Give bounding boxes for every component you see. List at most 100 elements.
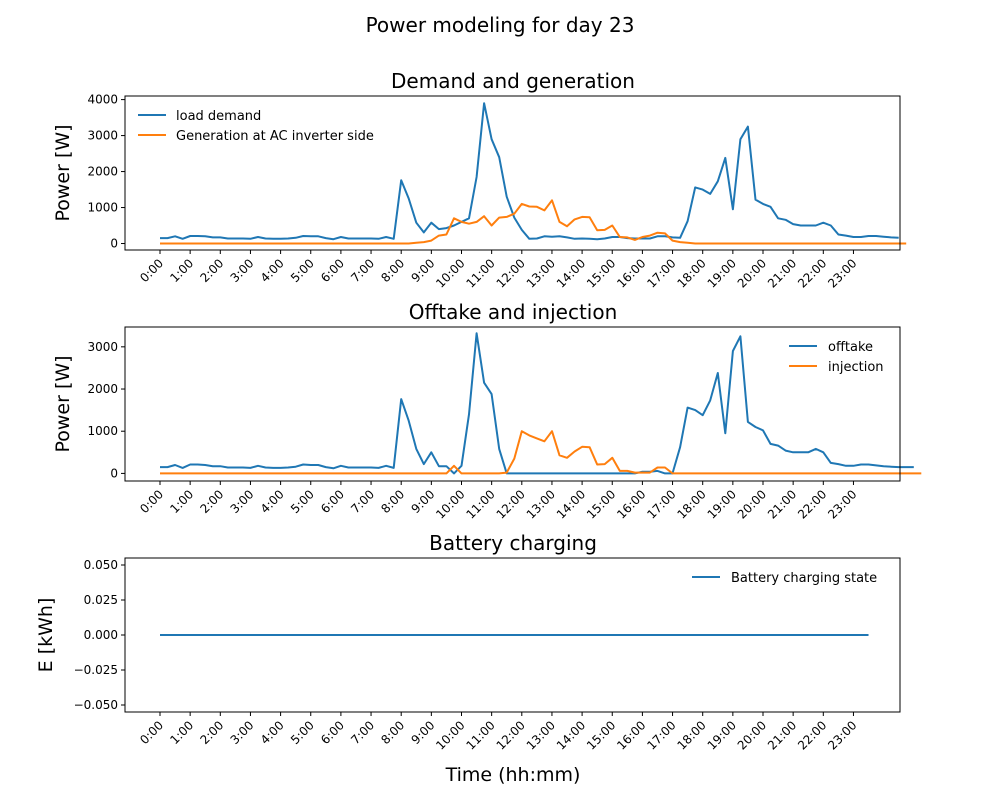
y-tick-label: 0 — [110, 466, 118, 480]
x-tick-label: 1:00 — [167, 718, 196, 747]
y-tick-label: 3000 — [87, 340, 118, 354]
x-tick-label: 19:00 — [705, 256, 739, 290]
x-tick-label: 5:00 — [288, 256, 317, 285]
legend-label-injection: injection — [828, 360, 884, 375]
y-tick-label: 2000 — [87, 165, 118, 179]
x-tick-label: 21:00 — [765, 718, 799, 752]
x-ticks-demand-generation: 0:00 1:00 2:00 3:00 4:00 5:00 6:00 7:00 8:00 9:00… — [137, 250, 860, 291]
x-tick-label: 2:00 — [197, 256, 226, 285]
subplot-title-demand-generation: Demand and generation — [391, 69, 635, 93]
x-tick-label: 17:00 — [644, 487, 678, 521]
x-tick-label: 13:00 — [524, 487, 558, 521]
y-tick-label: 0 — [110, 237, 118, 251]
x-tick-label: 6:00 — [318, 718, 347, 747]
x-tick-label: 17:00 — [644, 718, 678, 752]
subplot-offtake-injection: Offtake and injection Power [W] 0:00 1:00… — [52, 300, 922, 522]
x-tick-label: 15:00 — [584, 718, 618, 752]
y-tick-label: −0.050 — [74, 698, 118, 712]
legend-offtake-injection: offtake injection — [789, 340, 884, 375]
series-lines-offtake-injection — [160, 332, 922, 475]
x-tick-label: 8:00 — [378, 718, 407, 747]
x-tick-label: 12:00 — [494, 487, 528, 521]
x-tick-label: 11:00 — [463, 718, 497, 752]
x-tick-label: 13:00 — [524, 718, 558, 752]
y-axis-label-battery-charging: E [kWh] — [35, 598, 57, 673]
x-tick-label: 3:00 — [228, 256, 257, 285]
legend-battery-charging: Battery charging state — [692, 571, 877, 586]
series-line-load-demand — [160, 102, 899, 241]
plot-area-offtake-injection — [125, 327, 900, 481]
x-axis-label: Time (hh:mm) — [445, 764, 581, 786]
x-tick-label: 6:00 — [318, 487, 347, 516]
y-tick-label: 0.000 — [84, 628, 118, 642]
x-tick-label: 2:00 — [197, 487, 226, 516]
x-tick-label: 23:00 — [825, 718, 859, 752]
x-ticks-offtake-injection: 0:00 1:00 2:00 3:00 4:00 5:00 6:00 7:00 8:00 9:00… — [137, 481, 860, 522]
x-tick-label: 15:00 — [584, 256, 618, 290]
x-tick-label: 0:00 — [137, 256, 166, 285]
plot-area-demand-generation — [125, 96, 900, 250]
y-ticks-demand-generation: 0 1000 2000 3000 4000 — [87, 93, 125, 251]
x-tick-label: 16:00 — [614, 256, 648, 290]
x-tick-label: 14:00 — [554, 487, 588, 521]
x-tick-label: 7:00 — [348, 718, 377, 747]
series-line-offtake — [160, 332, 914, 475]
x-tick-label: 4:00 — [258, 256, 287, 285]
x-tick-label: 11:00 — [463, 487, 497, 521]
x-tick-label: 21:00 — [765, 256, 799, 290]
x-tick-label: 2:00 — [197, 718, 226, 747]
subplot-battery-charging: Battery charging E [kWh] 0:00 1:00 2:00 3:0… — [35, 531, 901, 786]
x-tick-label: 10:00 — [433, 718, 467, 752]
x-tick-label: 21:00 — [765, 487, 799, 521]
series-lines-demand-generation — [160, 102, 907, 245]
x-tick-label: 13:00 — [524, 256, 558, 290]
y-axis-label-demand-generation: Power [W] — [52, 124, 74, 221]
x-tick-label: 10:00 — [433, 487, 467, 521]
x-tick-label: 20:00 — [735, 718, 769, 752]
plot-frame-demand-generation — [124, 95, 901, 251]
x-tick-label: 18:00 — [674, 256, 708, 290]
x-tick-label: 23:00 — [825, 487, 859, 521]
x-tick-label: 17:00 — [644, 256, 678, 290]
x-tick-label: 6:00 — [318, 256, 347, 285]
legend-label-battery-state: Battery charging state — [731, 571, 877, 586]
x-tick-label: 20:00 — [735, 487, 769, 521]
x-tick-label: 12:00 — [494, 256, 528, 290]
x-tick-label: 18:00 — [674, 718, 708, 752]
y-axis-label-offtake-injection: Power [W] — [52, 355, 74, 452]
y-ticks-battery-charging: 0.050 0.025 0.000 −0.025 −0.050 — [74, 558, 125, 712]
y-tick-label: 0.025 — [84, 593, 118, 607]
x-tick-label: 14:00 — [554, 718, 588, 752]
legend-label-generation: Generation at AC inverter side — [176, 129, 374, 144]
x-tick-label: 16:00 — [614, 487, 648, 521]
legend-label-offtake: offtake — [828, 340, 873, 355]
x-tick-label: 7:00 — [348, 487, 377, 516]
series-line-generation-at-ac-inverter-side — [160, 199, 907, 245]
x-tick-label: 12:00 — [494, 718, 528, 752]
x-tick-label: 0:00 — [137, 718, 166, 747]
x-tick-label: 4:00 — [258, 718, 287, 747]
legend-demand-generation: load demand Generation at AC inverter si… — [138, 109, 374, 144]
x-tick-label: 10:00 — [433, 256, 467, 290]
x-ticks-battery-charging: 0:00 1:00 2:00 3:00 4:00 5:00 6:00 7:00 8:00 9:00… — [137, 712, 860, 753]
subplot-title-battery-charging: Battery charging — [429, 531, 597, 555]
x-tick-label: 8:00 — [378, 256, 407, 285]
x-tick-label: 22:00 — [795, 718, 829, 752]
x-tick-label: 18:00 — [674, 487, 708, 521]
x-tick-label: 16:00 — [614, 718, 648, 752]
y-tick-label: 3000 — [87, 129, 118, 143]
x-tick-label: 14:00 — [554, 256, 588, 290]
x-tick-label: 22:00 — [795, 487, 829, 521]
y-tick-label: 1000 — [87, 201, 118, 215]
plot-frame-offtake-injection — [124, 326, 901, 482]
subplot-demand-generation: Demand and generation Power [W] 0:00 1:00… — [52, 69, 907, 291]
x-tick-label: 4:00 — [258, 487, 287, 516]
x-tick-label: 5:00 — [288, 487, 317, 516]
x-tick-label: 11:00 — [463, 256, 497, 290]
x-tick-label: 3:00 — [228, 487, 257, 516]
plot-frame-battery-charging — [124, 557, 901, 713]
x-tick-label: 5:00 — [288, 718, 317, 747]
x-tick-label: 7:00 — [348, 256, 377, 285]
y-ticks-offtake-injection: 0 1000 2000 3000 — [87, 340, 125, 480]
